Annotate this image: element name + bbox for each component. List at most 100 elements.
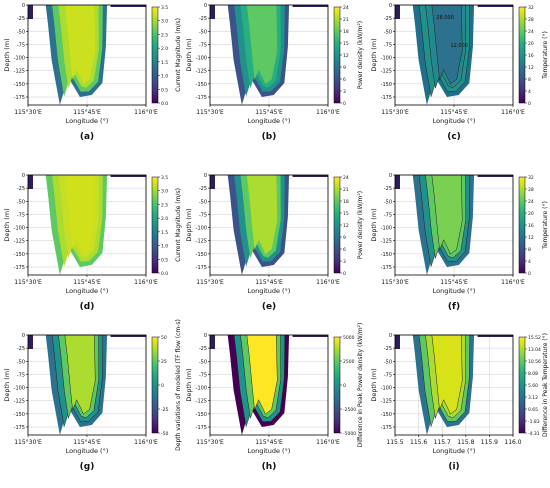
colorbar-tick-label: 12 (528, 65, 534, 71)
colorbar-tick-label: 32 (528, 175, 534, 181)
colorbar-label: Power density (kW/m²) (357, 191, 364, 259)
x-tick-label: 115.6 (410, 439, 427, 446)
y-tick-label: -125 (14, 399, 25, 405)
x-tick-label: 115.9 (481, 439, 498, 446)
colorbar-tick-label: 0.65 (528, 407, 538, 413)
colorbar-tick-label: 15 (343, 211, 349, 217)
x-tick-label: 115°30'E (14, 439, 42, 446)
colorbar-tick-label: 10.56 (528, 359, 541, 365)
panel-label: (b) (262, 132, 277, 142)
colorbar-tick-label: 1.0 (161, 74, 168, 80)
y-tick-label: -75 (17, 42, 25, 48)
y-axis-label: Depth (m) (370, 38, 378, 71)
colorbar-tick-label: 24 (528, 29, 534, 35)
land-edge-left (28, 5, 33, 19)
y-tick-label: -175 (14, 265, 25, 271)
colorbar-label: Current Magnitude (m/s) (175, 18, 182, 92)
contour-band (431, 334, 463, 415)
y-tick-label: 0 (389, 173, 392, 179)
x-tick-label: 116°0'E (316, 109, 340, 116)
panel-b: 0 -25 -50 -75 -100 -125 -150 -175 115°30'E 115°45… (185, 3, 364, 142)
y-tick-label: -150 (381, 82, 392, 88)
surface-edge (110, 5, 146, 7)
colorbar-tick-label: 0 (343, 101, 346, 107)
colorbar-tick-label: 24 (528, 199, 534, 205)
y-tick-label: -25 (17, 16, 25, 22)
y-tick-label: -150 (14, 82, 25, 88)
y-tick-label: -100 (196, 56, 207, 62)
x-tick-label: 115.7 (434, 439, 451, 446)
colorbar-tick-label: 0.5 (161, 257, 168, 263)
y-tick-label: -25 (199, 346, 207, 352)
y-axis-label: Depth (m) (3, 208, 11, 241)
colorbar-tick-label: 16 (528, 223, 534, 229)
panel-label: (d) (80, 302, 95, 312)
y-tick-label: -50 (17, 359, 25, 365)
x-tick-label: 116°0'E (134, 279, 158, 286)
colorbar-tick-label: 3.0 (161, 19, 168, 25)
y-axis-label: Depth (m) (3, 368, 11, 401)
panel-label: (f) (448, 302, 460, 312)
x-axis-label: Longitude (°) (248, 447, 291, 455)
y-tick-label: -150 (196, 252, 207, 258)
colorbar-tick-label: 13.04 (528, 347, 541, 353)
x-tick-label: 116.0 (504, 439, 521, 446)
colorbar (151, 336, 159, 434)
y-tick-label: -150 (14, 412, 25, 418)
y-tick-label: -100 (381, 386, 392, 392)
land-edge-left (28, 335, 33, 349)
panel-label: (c) (447, 132, 461, 142)
contour-band (431, 174, 463, 255)
colorbar-tick-label: 2.5 (161, 202, 168, 208)
y-tick-label: -50 (17, 29, 25, 35)
y-tick-label: 0 (22, 333, 25, 339)
y-tick-label: -75 (384, 372, 392, 378)
colorbar-tick-label: -1.83 (528, 419, 540, 425)
x-tick-label: 115°45'E (73, 279, 101, 286)
y-tick-label: 0 (389, 333, 392, 339)
y-tick-label: -50 (384, 359, 392, 365)
surface-edge (292, 335, 328, 337)
y-tick-label: -25 (199, 16, 207, 22)
panel-label: (a) (80, 132, 94, 142)
y-tick-label: -50 (17, 199, 25, 205)
colorbar-tick-label: 3 (343, 89, 346, 95)
surface-edge (477, 175, 513, 177)
x-tick-label: 115.5 (386, 439, 403, 446)
x-tick-label: 116°0'E (316, 279, 340, 286)
colorbar (151, 176, 159, 274)
x-tick-label: 115°45'E (73, 109, 101, 116)
y-tick-label: -150 (196, 412, 207, 418)
colorbar-label: Temperature (°) (542, 31, 549, 80)
colorbar-label: Depth variations of modeled ITF flow (cm… (175, 319, 182, 451)
x-axis-label: Longitude (°) (433, 117, 476, 125)
y-tick-label: -100 (196, 386, 207, 392)
panel-i: 0 -25 -50 -75 -100 -125 -150 -175 115.5 115.6 115.… (370, 333, 549, 472)
y-tick-label: -75 (199, 372, 207, 378)
y-tick-label: -175 (381, 95, 392, 101)
colorbar-tick-label: 24 (343, 175, 349, 181)
colorbar-tick-label: -50 (161, 431, 168, 437)
y-axis-label: Depth (m) (370, 208, 378, 241)
panel-g: 0 -25 -50 -75 -100 -125 -150 -175 115°30'E 115°45… (3, 319, 182, 472)
colorbar-tick-label: 2.0 (161, 216, 168, 222)
colorbar-tick-label: 25 (161, 359, 167, 365)
y-tick-label: -50 (384, 199, 392, 205)
y-tick-label: -100 (14, 226, 25, 232)
panel-d: 0 -25 -50 -75 -100 -125 -150 -175 115°30'E 115°45… (3, 173, 182, 312)
colorbar-label: Difference in Peak Power density (kW/m²) (357, 323, 364, 448)
panel-h: 0 -25 -50 -75 -100 -125 -150 -175 115°30'E 115°45… (185, 323, 364, 472)
x-axis-label: Longitude (°) (433, 447, 476, 455)
colorbar-tick-label: 5.60 (528, 383, 538, 389)
colorbar (518, 336, 526, 434)
land-edge-left (395, 175, 400, 189)
colorbar-tick-label: 18 (343, 199, 349, 205)
colorbar-tick-label: 3.12 (528, 395, 538, 401)
y-tick-label: -125 (381, 399, 392, 405)
colorbar-tick-label: 3.5 (161, 175, 168, 181)
land-edge-left (28, 175, 33, 189)
x-tick-label: 115°45'E (255, 109, 283, 116)
colorbar (333, 6, 341, 104)
y-tick-label: -125 (196, 239, 207, 245)
